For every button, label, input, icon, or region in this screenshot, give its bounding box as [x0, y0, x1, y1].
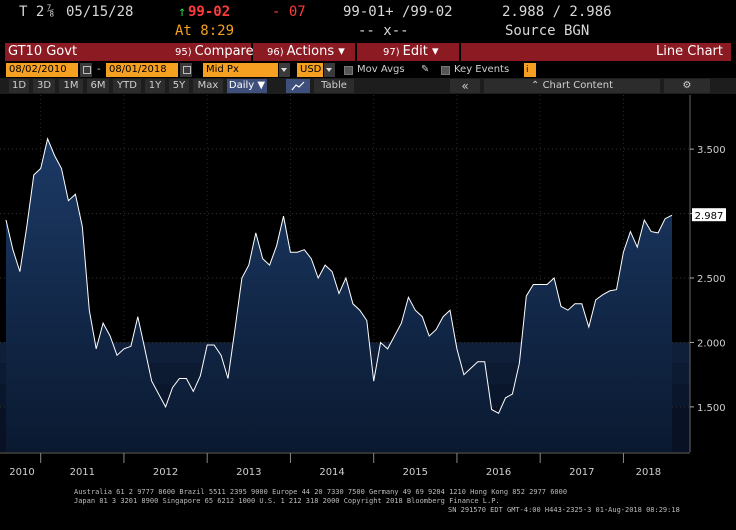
- price-source: Source BGN: [505, 23, 590, 39]
- actions-label: Actions: [286, 44, 335, 59]
- x-axis: 2010 2011 2012 2013 2014 2015 2016 2017 2018: [9, 453, 661, 478]
- y-tick-label: 2.000: [697, 338, 726, 349]
- calendar-icon[interactable]: [80, 63, 92, 77]
- function-bar: GT10 Govt 95) Compare 96) Actions ▾ 97) Edi…: [0, 42, 736, 62]
- y-axis-panel: [690, 95, 736, 452]
- chevron-down-icon: ▼: [254, 80, 266, 91]
- footer-contacts: Australia 61 2 9777 8600 Brazil 5511 239…: [74, 488, 568, 496]
- price-field-select[interactable]: Mid Px: [203, 63, 278, 77]
- chevron-down-icon: ▾: [427, 44, 439, 59]
- calendar-icon[interactable]: [180, 63, 192, 77]
- ticker: T 2: [19, 4, 45, 20]
- currency-select[interactable]: USD: [297, 63, 323, 77]
- mov-avgs-label: Mov Avgs: [357, 64, 405, 75]
- x-tick-label: 2015: [403, 467, 428, 478]
- up-arrow-icon: ↑: [178, 4, 187, 20]
- x-tick-label: 2018: [636, 467, 661, 478]
- gear-icon[interactable]: ⚙: [664, 79, 710, 93]
- x-tick-label: 2017: [569, 467, 594, 478]
- compare-button[interactable]: 95) Compare: [149, 43, 254, 61]
- chevron-up-icon: ⌃: [531, 80, 543, 91]
- security-name: GT10 Govt: [8, 44, 78, 59]
- period-1d[interactable]: 1D: [9, 79, 29, 93]
- y-tick-label: 2.500: [697, 274, 726, 285]
- footer-session: SN 291570 EDT GMT-4:00 H443-2325-3 01-Au…: [448, 506, 680, 514]
- y-tick-label: 3.500: [697, 145, 726, 156]
- chevron-down-icon[interactable]: [279, 63, 290, 77]
- x-tick-label: 2013: [236, 467, 261, 478]
- period-5y[interactable]: 5Y: [169, 79, 189, 93]
- pencil-icon[interactable]: ✎: [421, 64, 430, 75]
- edit-button[interactable]: 97) Edit ▾: [357, 43, 459, 61]
- compare-label: Compare: [194, 44, 254, 59]
- last-price: 99-02: [188, 4, 231, 20]
- yields: 2.988 / 2.986: [502, 4, 612, 20]
- coupon-fraction: ⅞: [47, 4, 55, 18]
- period-max[interactable]: Max: [193, 79, 223, 93]
- compare-number: 95): [175, 47, 192, 58]
- chart-content-label: Chart Content: [542, 80, 613, 91]
- edit-label: Edit: [402, 44, 428, 59]
- period-ytd[interactable]: YTD: [113, 79, 141, 93]
- last-value-label: 2.987: [695, 211, 724, 222]
- last-value-box: [692, 208, 726, 222]
- mov-avgs-checkbox[interactable]: [344, 66, 353, 75]
- key-events-label: Key Events: [454, 64, 510, 75]
- chart-type-label: Line Chart: [656, 44, 723, 59]
- chart-content-button[interactable]: ⌃ Chart Content: [484, 79, 660, 93]
- security-field[interactable]: GT10 Govt: [5, 43, 150, 61]
- collapse-left-icon[interactable]: «: [450, 79, 480, 93]
- chart-toolbar: 1D 3D 1M 6M YTD 1Y 5Y Max Daily ▼ Table …: [0, 78, 736, 94]
- x-tick-label: 2012: [153, 467, 178, 478]
- chevron-down-icon: ▾: [334, 44, 345, 59]
- edit-number: 97): [383, 47, 400, 58]
- x-tick-label: 2016: [486, 467, 511, 478]
- footer: Australia 61 2 9777 8600 Brazil 5511 239…: [0, 485, 736, 530]
- x-axis-panel: [0, 452, 736, 485]
- period-3d[interactable]: 3D: [33, 79, 55, 93]
- quote-time: At 8:29: [175, 23, 235, 39]
- x-tick-label: 2011: [70, 467, 95, 478]
- chevron-down-icon[interactable]: [324, 63, 335, 77]
- key-events-checkbox[interactable]: [441, 66, 450, 75]
- quote-sizes: -- x--: [358, 23, 409, 39]
- start-date-field[interactable]: 08/02/2010: [6, 63, 78, 77]
- actions-number: 96): [267, 47, 284, 58]
- last-value-marker: 2.987: [692, 208, 726, 222]
- period-1y[interactable]: 1Y: [145, 79, 165, 93]
- series-area: [6, 138, 672, 453]
- info-icon[interactable]: i: [524, 63, 536, 77]
- bid-ask: 99-01+ /99-02: [343, 4, 453, 20]
- y-tick-label: 1.500: [697, 403, 726, 414]
- x-tick-label: 2014: [319, 467, 344, 478]
- frequency-select[interactable]: Daily ▼: [227, 79, 267, 93]
- series-line: [5, 137, 673, 414]
- price-change: - 07: [272, 4, 306, 20]
- quote-header: T 2 ⅞ 05/15/28 ↑ 99-02 - 07 99-01+ /99-0…: [0, 0, 736, 42]
- end-date-field[interactable]: 08/01/2018: [106, 63, 178, 77]
- x-tick-label: 2010: [9, 467, 34, 478]
- line-chart-icon[interactable]: [286, 79, 310, 93]
- period-1m[interactable]: 1M: [59, 79, 83, 93]
- frequency-label: Daily: [228, 80, 255, 91]
- parameter-bar: 08/02/2010 - 08/01/2018 Mid Px USD Mov A…: [0, 62, 736, 78]
- footer-contacts-2: Japan 81 3 3201 8900 Singapore 65 6212 1…: [74, 497, 500, 505]
- line-chart-glyph: [291, 81, 305, 91]
- maturity-date: 05/15/28: [66, 4, 134, 20]
- date-separator: -: [97, 64, 101, 75]
- table-button[interactable]: Table: [314, 79, 354, 93]
- chart-type-button[interactable]: Line Chart: [461, 43, 731, 61]
- period-6m[interactable]: 6M: [87, 79, 109, 93]
- actions-button[interactable]: 96) Actions ▾: [253, 43, 355, 61]
